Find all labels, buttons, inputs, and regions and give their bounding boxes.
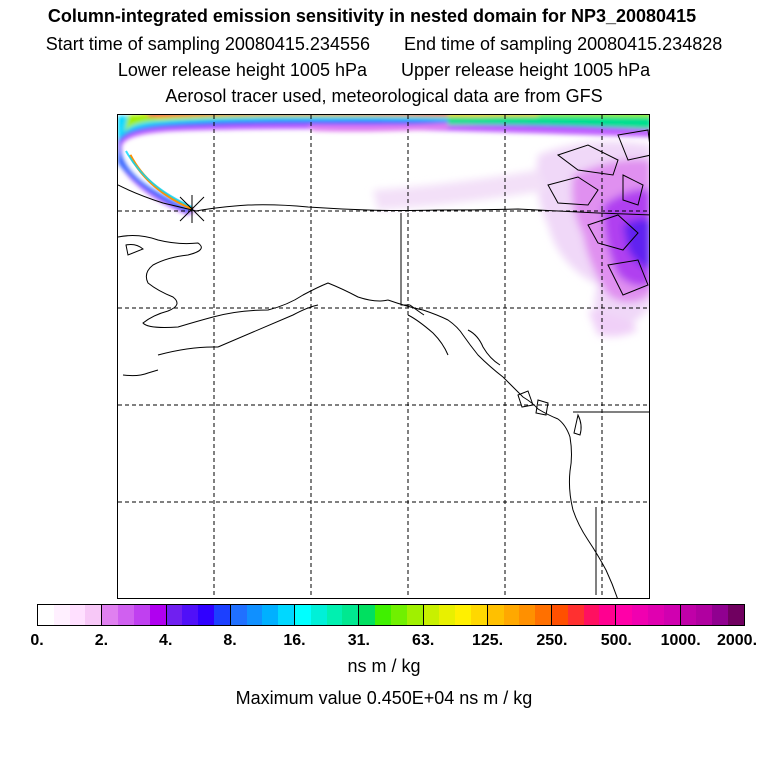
colorbar-swatch xyxy=(727,605,744,625)
tracer-info: Aerosol tracer used, meteorological data… xyxy=(165,86,603,106)
colorbar-swatch xyxy=(198,605,214,625)
colorbar-swatch xyxy=(486,605,504,625)
units-label: ns m / kg xyxy=(347,656,421,676)
colorbar-tick-label: 0. xyxy=(30,632,44,649)
colorbar-swatch xyxy=(455,605,471,625)
colorbar-tick-label: 2000. xyxy=(716,632,758,649)
lower-release-label: Lower release height 1005 hPa xyxy=(117,60,367,80)
colorbar-tick-label: 1000. xyxy=(660,632,701,649)
colorbar-tick-label: 4. xyxy=(159,632,173,649)
sensitivity-field-east xyxy=(373,141,649,337)
colorbar-swatch xyxy=(294,605,311,625)
colorbar-swatch xyxy=(101,605,119,625)
colorbar-swatch xyxy=(375,605,391,625)
colorbar-swatch xyxy=(647,605,664,625)
colorbar-swatch xyxy=(53,605,70,625)
map-svg xyxy=(118,115,649,598)
colorbar-swatch xyxy=(583,605,600,625)
colorbar-swatch xyxy=(599,605,616,625)
colorbar-swatch xyxy=(310,605,327,625)
colorbar-swatch xyxy=(149,605,166,625)
end-sampling-label: End time of sampling 20080415.234828 xyxy=(404,34,723,54)
colorbar-swatch xyxy=(229,605,247,625)
plot-title: Column-integrated emission sensitivity i… xyxy=(47,6,697,26)
colorbar-swatch xyxy=(422,605,440,625)
colorbar-swatch xyxy=(38,605,54,625)
colorbar-tick-label: 2. xyxy=(94,632,109,649)
map-panel xyxy=(117,114,650,599)
max-value-label: Maximum value 0.450E+04 ns m / kg xyxy=(235,688,533,708)
colorbar-swatch xyxy=(262,605,279,625)
colorbar-swatch xyxy=(165,605,183,625)
colorbar-swatch xyxy=(182,605,199,625)
colorbar-tick-label: 250. xyxy=(536,632,568,649)
upper-release-label: Upper release height 1005 hPa xyxy=(401,60,651,80)
colorbar-tick-label: 63. xyxy=(412,632,435,649)
release-location-marker xyxy=(179,195,205,223)
colorbar-swatch xyxy=(519,605,536,625)
colorbar-swatch xyxy=(551,605,568,625)
colorbar-swatch xyxy=(567,605,584,625)
colorbar-tick-label: 8. xyxy=(223,632,237,649)
colorbar-swatch xyxy=(133,605,150,625)
colorbar-swatch xyxy=(663,605,680,625)
colorbar-swatch xyxy=(439,605,456,625)
colorbar-swatch xyxy=(632,605,648,625)
sampling-times: Start time of sampling 20080415.234556 En… xyxy=(0,34,768,55)
colorbar-tick-label: 500. xyxy=(600,632,632,649)
colorbar-swatch xyxy=(390,605,407,625)
colorbar-swatch xyxy=(358,605,376,625)
colorbar-swatch xyxy=(213,605,230,625)
political-boundaries xyxy=(400,213,649,595)
colorbar-swatch xyxy=(118,605,134,625)
colorbar-swatch xyxy=(246,605,263,625)
colorbar-swatch xyxy=(470,605,487,625)
colorbar-swatch xyxy=(85,605,102,625)
release-heights: Lower release height 1005 hPa Upper relea… xyxy=(0,60,768,81)
colorbar-swatch xyxy=(69,605,86,625)
colorbar-tick-label: 31. xyxy=(347,632,370,649)
colorbar-swatch xyxy=(679,605,697,625)
graticule xyxy=(118,115,649,598)
colorbar-swatch xyxy=(696,605,713,625)
colorbar xyxy=(37,604,745,626)
colorbar-swatch xyxy=(342,605,359,625)
colorbar-swatch xyxy=(503,605,520,625)
colorbar-swatch xyxy=(535,605,551,625)
colorbar-swatch xyxy=(326,605,343,625)
colorbar-swatch xyxy=(406,605,423,625)
colorbar-tick-label: 125. xyxy=(471,632,504,649)
colorbar-swatch xyxy=(712,605,728,625)
colorbar-swatch xyxy=(278,605,294,625)
colorbar-swatch xyxy=(615,605,633,625)
colorbar-tick-label: 16. xyxy=(283,632,306,649)
start-sampling-label: Start time of sampling 20080415.234556 xyxy=(45,34,370,54)
plume-edge-band-blue xyxy=(125,150,193,208)
